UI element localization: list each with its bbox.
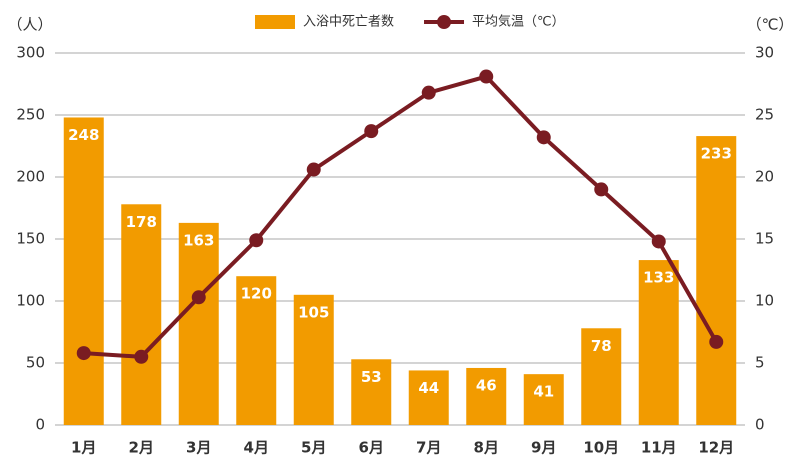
x-tick-label: 4月 <box>244 439 269 457</box>
x-tick-label: 2月 <box>129 439 154 457</box>
legend-label: 入浴中死亡者数 <box>303 15 394 30</box>
x-tick-label: 1月 <box>71 439 96 457</box>
value-label: 44 <box>418 379 439 397</box>
point <box>421 85 436 100</box>
y2-tick-label: 10 <box>755 292 774 310</box>
value-label: 46 <box>476 376 497 394</box>
bar <box>466 367 507 425</box>
legend-swatch <box>437 15 452 29</box>
bar <box>523 374 564 425</box>
value-label: 178 <box>126 213 157 231</box>
y2-tick-label: 0 <box>755 416 765 434</box>
point <box>134 349 149 364</box>
legend-label: 平均気温（℃） <box>472 14 565 30</box>
line <box>83 74 718 359</box>
x-tick-label: 5月 <box>301 439 326 457</box>
value-label: 78 <box>591 337 612 355</box>
value-label: 53 <box>361 368 382 386</box>
x-tick-label: 6月 <box>359 439 384 457</box>
y-tick-label: 50 <box>26 354 45 372</box>
bar <box>581 328 622 425</box>
bar <box>121 204 162 425</box>
y-tick-label: 200 <box>16 168 45 186</box>
value-label: 105 <box>298 303 329 321</box>
y-tick-label: 0 <box>35 416 45 434</box>
bar <box>236 276 277 425</box>
y2-tick-label: 30 <box>755 44 774 62</box>
x-tick-label: 11月 <box>641 439 677 457</box>
legend-swatch <box>255 15 295 29</box>
bar <box>408 370 449 425</box>
point <box>191 290 206 305</box>
y-axis-label: （人） <box>7 16 52 34</box>
y2-tick-label: 5 <box>755 354 765 372</box>
point <box>249 233 264 248</box>
bar <box>178 222 219 425</box>
x-tick-label: 7月 <box>416 439 441 457</box>
y2-axis-label: （℃） <box>747 16 794 34</box>
point <box>594 182 609 197</box>
point <box>306 162 321 177</box>
point <box>479 69 494 84</box>
y2-tick-label: 25 <box>755 106 774 124</box>
x-tick-label: 9月 <box>531 439 556 457</box>
x-tick-label: 10月 <box>583 439 619 457</box>
y2-tick-label: 20 <box>755 168 774 186</box>
bar <box>63 117 104 425</box>
y2-tick-label: 15 <box>755 230 774 248</box>
x-tick-label: 8月 <box>474 439 499 457</box>
point <box>76 346 91 361</box>
y-tick-label: 100 <box>16 292 45 310</box>
y-tick-label: 300 <box>16 44 45 62</box>
point <box>536 130 551 145</box>
value-label: 163 <box>183 231 214 249</box>
x-tick-label: 12月 <box>698 439 734 457</box>
y-tick-label: 250 <box>16 106 45 124</box>
value-label: 120 <box>241 285 272 303</box>
value-label: 41 <box>533 383 554 401</box>
value-label: 233 <box>701 145 732 163</box>
value-label: 133 <box>643 269 674 287</box>
bar <box>638 260 679 425</box>
bar <box>293 294 334 425</box>
y-tick-label: 150 <box>16 230 45 248</box>
bar <box>351 359 392 425</box>
value-label: 248 <box>68 126 99 144</box>
bar <box>696 136 737 425</box>
point <box>651 234 666 249</box>
x-tick-label: 3月 <box>186 439 211 457</box>
point <box>709 334 724 349</box>
point <box>364 124 379 139</box>
